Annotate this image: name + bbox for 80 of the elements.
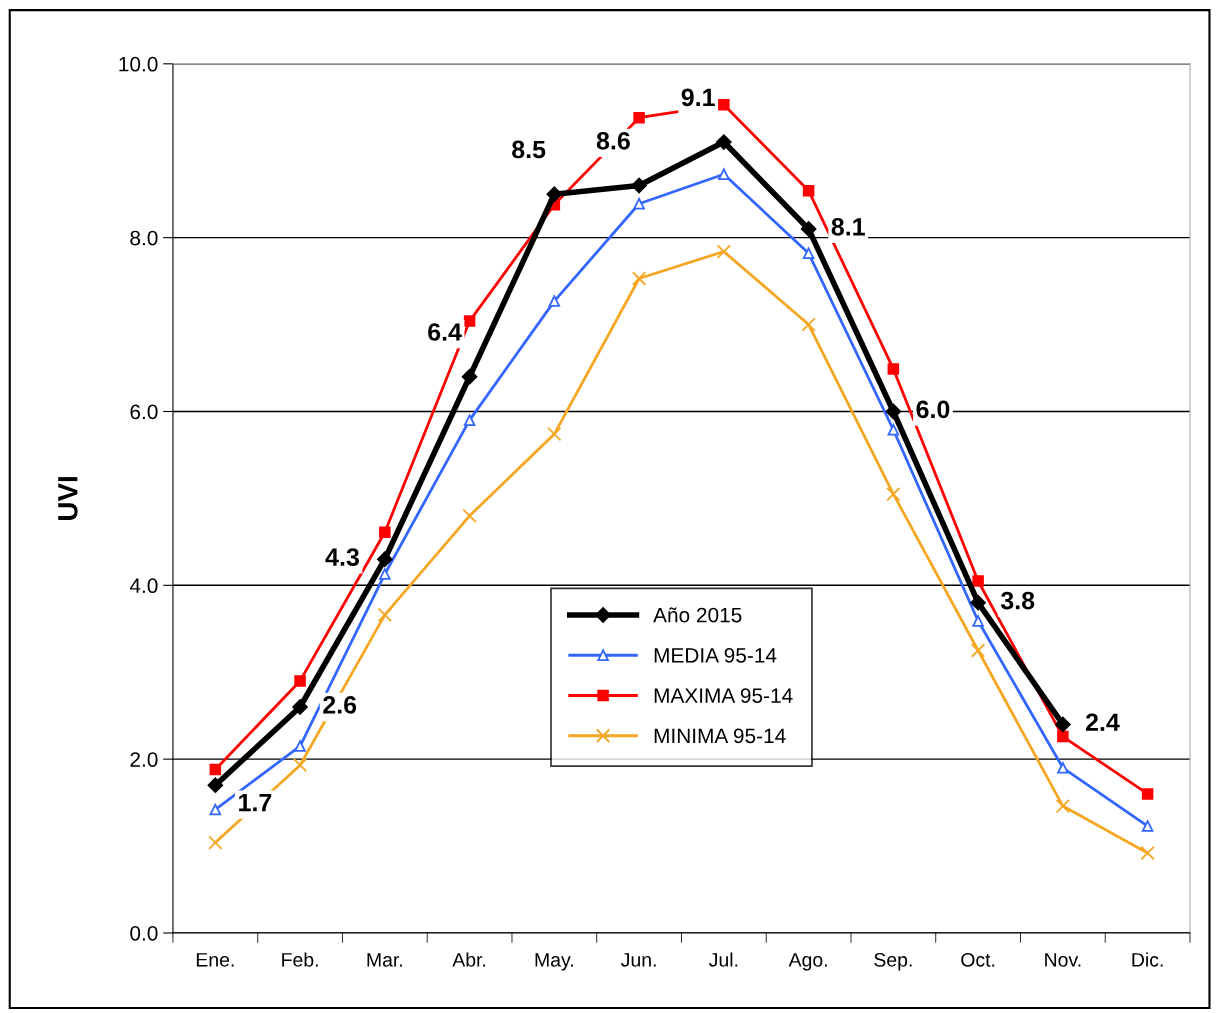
x-tick-label: Sep. <box>874 952 912 971</box>
data-label: 6.4 <box>428 323 462 341</box>
x-tick-label: Jul. <box>709 952 738 967</box>
point <box>633 197 645 210</box>
y-axis-title: UVI <box>58 477 78 520</box>
point <box>970 594 986 611</box>
legend-label: Año 2015 <box>653 607 742 623</box>
point <box>292 758 308 773</box>
point <box>970 643 986 658</box>
point <box>1057 730 1069 743</box>
x-tick-label: Nov. <box>1045 953 1081 967</box>
legend-label: MAXIMA 95-14 <box>654 688 793 703</box>
point <box>800 221 817 237</box>
point <box>379 526 391 539</box>
point <box>716 134 732 150</box>
point <box>209 803 222 816</box>
y-tick-label: 10.0 <box>119 56 158 72</box>
point <box>716 244 732 259</box>
y-tick-label: 6.0 <box>130 404 158 420</box>
point <box>887 423 900 436</box>
x-tick-label: Feb. <box>282 952 318 967</box>
point <box>208 835 223 850</box>
point <box>801 317 816 332</box>
data-label: 8.5 <box>512 140 546 159</box>
data-label: 2.4 <box>1085 713 1120 731</box>
x-tick-label: Oct. <box>961 952 995 967</box>
data-label: 3.8 <box>1000 591 1035 610</box>
point <box>547 426 562 442</box>
point <box>887 363 900 375</box>
point <box>1140 845 1155 861</box>
point <box>461 368 478 385</box>
point <box>379 568 391 580</box>
legend-label: MINIMA 95-14 <box>654 728 786 744</box>
point <box>377 551 393 568</box>
point <box>1057 762 1069 774</box>
point <box>972 615 984 627</box>
point <box>886 486 901 502</box>
data-label: 2.6 <box>323 696 357 714</box>
point <box>546 186 563 202</box>
x-tick-label: May. <box>535 953 573 971</box>
data-label: 9.1 <box>681 88 715 107</box>
point <box>631 177 647 194</box>
y-tick-label: 8.0 <box>130 230 158 246</box>
point <box>463 315 476 327</box>
y-tick-label: 2.0 <box>130 752 158 767</box>
point <box>1141 788 1154 800</box>
point <box>802 184 815 197</box>
point <box>294 740 306 752</box>
point <box>718 98 730 111</box>
point <box>377 607 392 623</box>
point <box>972 575 984 587</box>
point <box>633 111 645 124</box>
data-label: 6.0 <box>916 400 950 419</box>
point <box>1055 798 1071 814</box>
data-label: 8.1 <box>831 217 865 236</box>
x-tick-label: Ene. <box>196 953 234 967</box>
data-label: 1.7 <box>239 793 272 812</box>
point <box>802 247 815 260</box>
data-label: 8.6 <box>596 131 630 150</box>
point <box>548 295 561 307</box>
data-label: 4.3 <box>325 548 359 566</box>
point <box>885 403 902 420</box>
x-tick-label: Jun. <box>621 953 656 967</box>
x-tick-label: Ago. <box>788 953 827 971</box>
y-tick-label: 0.0 <box>130 925 158 941</box>
point <box>1055 716 1071 733</box>
x-tick-label: Mar. <box>367 953 402 967</box>
point <box>292 699 308 715</box>
point <box>463 414 476 426</box>
point <box>207 777 224 793</box>
point <box>631 271 647 286</box>
legend-label: MEDIA 95-14 <box>654 647 777 663</box>
point <box>718 168 730 180</box>
x-tick-label: Abr. <box>452 952 486 967</box>
y-tick-label: 4.0 <box>129 578 158 594</box>
point <box>294 675 306 687</box>
x-tick-label: Dic. <box>1132 952 1163 967</box>
point <box>1141 820 1154 832</box>
point <box>209 763 222 776</box>
point <box>462 508 477 523</box>
